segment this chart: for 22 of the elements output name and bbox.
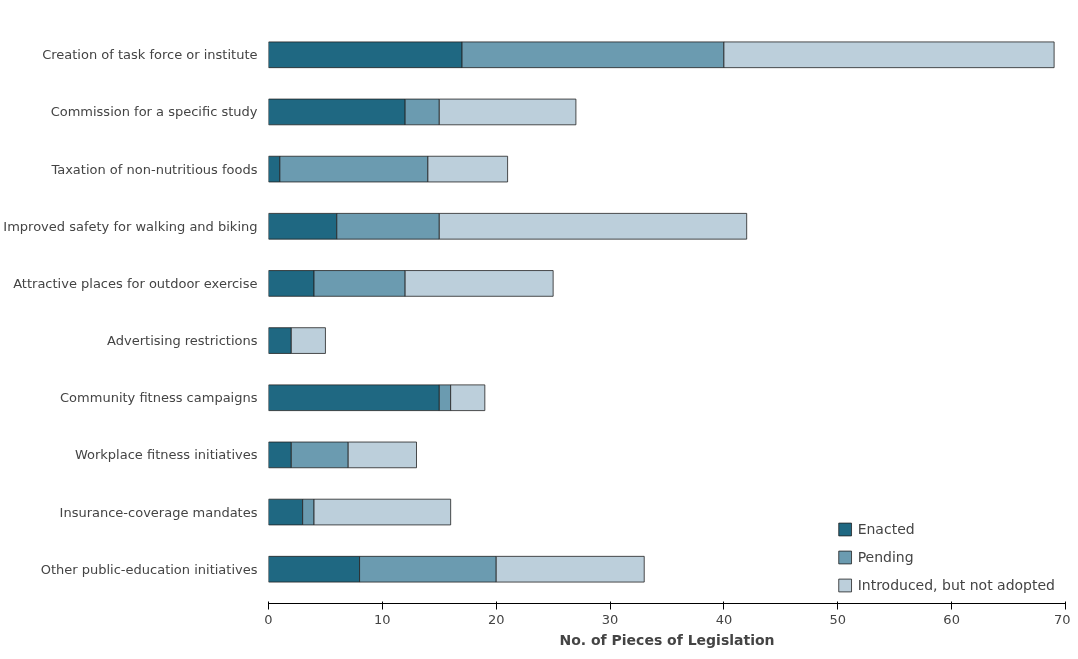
- legend-label: Introduced, but not adopted: [857, 577, 1055, 593]
- x-tick-label: 30: [601, 611, 619, 627]
- y-tick-label: Insurance-coverage mandates: [59, 504, 258, 520]
- legend-label: Pending: [857, 549, 914, 565]
- legend-label: Enacted: [857, 521, 915, 537]
- x-tick-label: 50: [829, 611, 847, 627]
- x-axis-title: No. of Pieces of Legislation: [559, 631, 775, 648]
- y-tick-label: Taxation of non-nutritious foods: [50, 161, 258, 177]
- x-tick-label: 70: [1053, 611, 1071, 627]
- x-tick-label: 20: [487, 611, 505, 627]
- x-tick-label: 60: [943, 611, 960, 627]
- y-tick-label: Workplace fitness initiatives: [74, 447, 258, 463]
- y-tick-label: Other public-education initiatives: [40, 561, 258, 577]
- y-tick-label: Commission for a specific study: [50, 104, 258, 120]
- x-tick-label: 40: [715, 611, 733, 627]
- y-tick-label: Advertising restrictions: [107, 333, 258, 349]
- x-tick-label: 10: [374, 611, 391, 627]
- x-tick-label: 0: [264, 611, 273, 627]
- y-tick-label: Improved safety for walking and biking: [3, 218, 258, 234]
- y-tick-label: Community fitness campaigns: [60, 390, 258, 406]
- y-tick-label: Attractive places for outdoor exercise: [13, 275, 258, 291]
- y-tick-label: Creation of task force or institute: [42, 47, 258, 63]
